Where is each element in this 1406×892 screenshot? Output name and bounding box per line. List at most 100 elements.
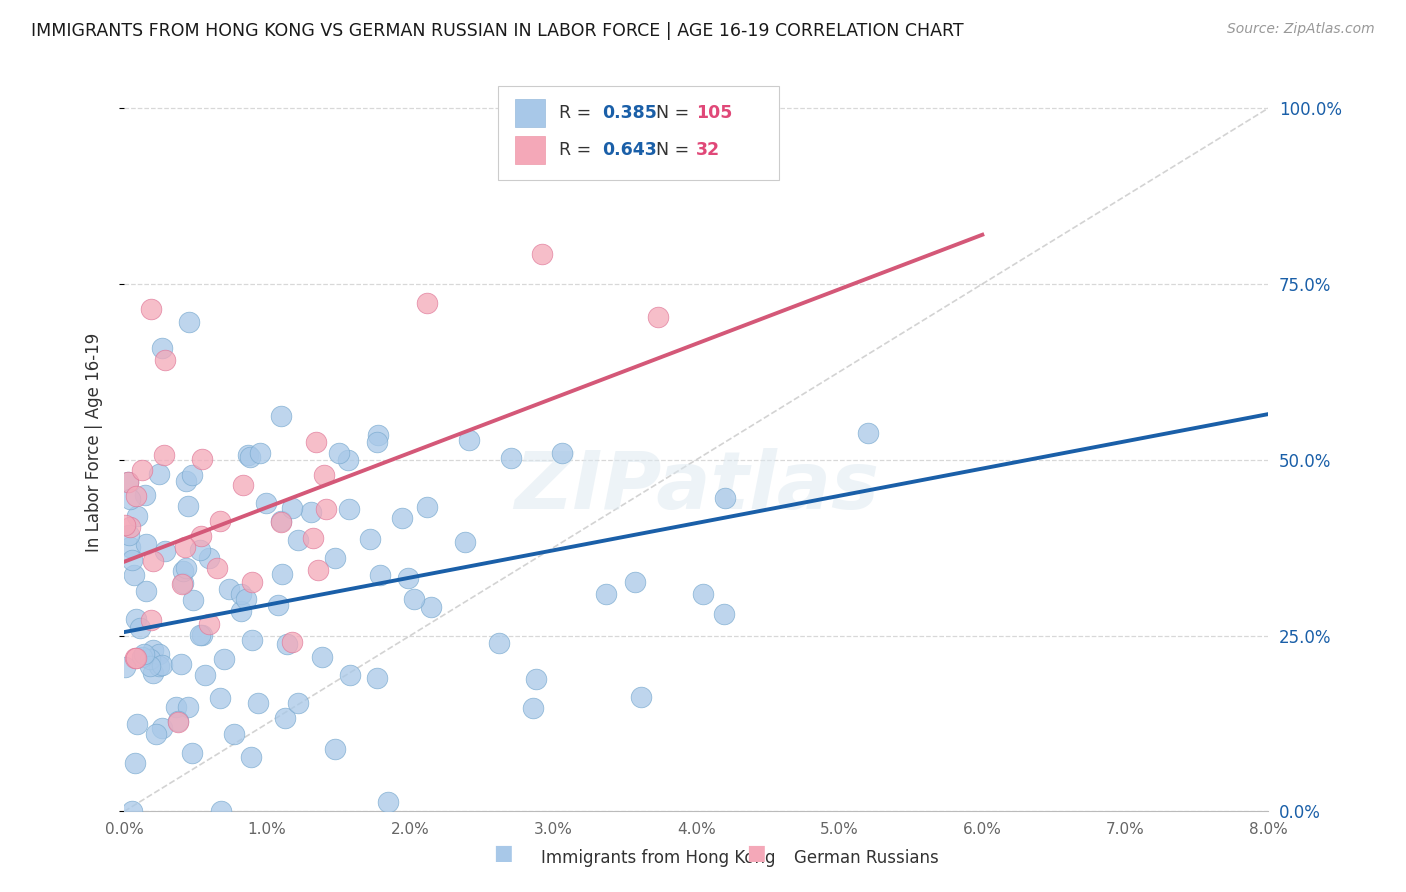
Point (176, 561, 198, 575)
Point (148, 467, 170, 481)
Point (167, 714, 190, 729)
Text: 0.643: 0.643 (602, 141, 657, 159)
Point (135, 537, 157, 551)
Point (856, 425, 879, 440)
Point (124, 612, 146, 626)
Point (124, 756, 146, 770)
Point (235, 591, 257, 606)
Point (117, 528, 139, 542)
Text: ZIPatlas: ZIPatlas (513, 448, 879, 525)
Point (315, 501, 337, 516)
Point (267, 598, 290, 612)
Point (139, 659, 162, 673)
Point (177, 315, 200, 329)
Point (153, 544, 176, 558)
Point (367, 428, 389, 442)
Point (454, 535, 477, 549)
Text: ■: ■ (494, 843, 513, 863)
Point (595, 587, 617, 601)
Text: N =: N = (657, 103, 695, 122)
Point (416, 500, 439, 514)
Point (325, 550, 347, 565)
Point (391, 511, 413, 525)
Point (396, 571, 419, 585)
Text: German Russians: German Russians (794, 849, 939, 867)
Point (239, 450, 262, 465)
Point (212, 652, 235, 666)
Point (176, 475, 198, 489)
Point (339, 668, 361, 682)
Point (172, 576, 194, 591)
FancyBboxPatch shape (516, 136, 546, 164)
Point (280, 500, 302, 515)
Point (270, 567, 292, 582)
Point (499, 450, 522, 465)
Point (141, 613, 163, 627)
Point (197, 550, 219, 565)
Point (530, 247, 553, 261)
Point (623, 574, 645, 589)
Point (208, 691, 231, 706)
Point (180, 467, 202, 482)
Point (299, 505, 322, 519)
Point (276, 637, 298, 651)
Point (129, 621, 152, 635)
Point (458, 433, 481, 447)
Point (488, 635, 510, 649)
Point (229, 587, 252, 601)
Point (180, 746, 202, 760)
Point (208, 514, 231, 528)
Point (148, 658, 170, 673)
Point (270, 514, 292, 528)
Point (714, 491, 737, 506)
Text: ■: ■ (747, 843, 766, 863)
Point (328, 446, 350, 460)
Point (114, 660, 136, 674)
Point (117, 475, 139, 490)
Point (165, 699, 187, 714)
Point (240, 575, 263, 590)
Point (142, 554, 165, 568)
Point (205, 561, 228, 575)
Point (249, 446, 271, 460)
Point (114, 517, 136, 532)
Point (139, 651, 162, 665)
FancyBboxPatch shape (516, 99, 546, 127)
Point (307, 563, 329, 577)
Text: 32: 32 (696, 141, 720, 159)
Point (415, 296, 437, 310)
Point (236, 449, 259, 463)
Point (630, 690, 652, 704)
Point (124, 568, 146, 582)
Point (117, 475, 139, 489)
Point (191, 628, 214, 642)
Point (377, 795, 399, 809)
Point (692, 587, 714, 601)
Point (302, 531, 325, 545)
Point (305, 434, 328, 449)
Point (181, 593, 204, 607)
Point (240, 632, 263, 647)
Point (150, 657, 173, 672)
Point (150, 721, 173, 735)
Point (270, 516, 292, 530)
Point (222, 727, 245, 741)
Text: N =: N = (657, 141, 695, 159)
Point (198, 617, 221, 632)
Point (121, 553, 143, 567)
Point (131, 463, 153, 477)
Point (366, 435, 388, 450)
Point (170, 657, 193, 671)
Text: IMMIGRANTS FROM HONG KONG VS GERMAN RUSSIAN IN LABOR FORCE | AGE 16-19 CORRELATI: IMMIGRANTS FROM HONG KONG VS GERMAN RUSS… (31, 22, 963, 40)
Point (127, 508, 149, 523)
Point (419, 600, 441, 615)
Point (170, 577, 193, 591)
Point (177, 499, 200, 513)
Point (118, 492, 141, 507)
Point (231, 603, 253, 617)
Point (173, 541, 195, 555)
Point (366, 672, 388, 686)
Text: Immigrants from Hong Kong: Immigrants from Hong Kong (541, 849, 776, 867)
Point (132, 648, 155, 662)
Point (218, 582, 240, 596)
